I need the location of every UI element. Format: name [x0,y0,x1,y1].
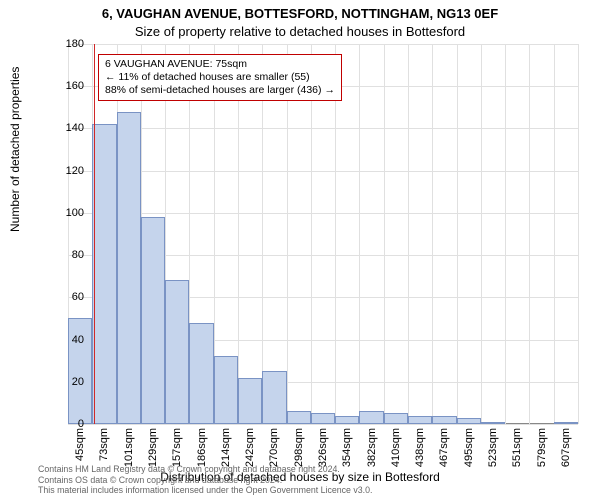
histogram-bar [214,356,238,424]
annotation-callout: 6 VAUGHAN AVENUE: 75sqm ← 11% of detache… [98,54,342,101]
gridline-v [481,44,482,424]
y-tick-label: 60 [54,291,84,303]
annotation-line-1: 6 VAUGHAN AVENUE: 75sqm [105,58,335,71]
caption-line-2: Contains OS data © Crown copyright and d… [38,475,372,486]
chart-title-address: 6, VAUGHAN AVENUE, BOTTESFORD, NOTTINGHA… [0,6,600,21]
histogram-bar [432,416,456,424]
gridline-h [68,424,578,425]
x-tick-label: 270sqm [268,428,280,467]
x-tick-label: 73sqm [98,428,110,461]
x-tick-label: 607sqm [560,428,572,467]
y-axis-label: Number of detached properties [8,67,22,232]
histogram-bar [554,422,578,424]
histogram-bar [359,411,383,424]
x-tick-label: 101sqm [123,428,135,467]
gridline-v [432,44,433,424]
gridline-v [359,44,360,424]
histogram-bar [481,422,505,424]
caption-block: Contains HM Land Registry data © Crown c… [38,464,372,496]
histogram-bar [262,371,286,424]
y-tick-label: 80 [54,249,84,261]
gridline-h [68,213,578,214]
histogram-bar [165,280,189,424]
x-tick-label: 326sqm [317,428,329,467]
histogram-bar [238,378,262,424]
histogram-bar [384,413,408,424]
x-tick-label: 382sqm [366,428,378,467]
x-tick-label: 298sqm [293,428,305,467]
histogram-bar [408,416,432,424]
annotation-line-3: 88% of semi-detached houses are larger (… [105,84,335,97]
gridline-v [529,44,530,424]
gridline-v [505,44,506,424]
y-tick-label: 100 [54,207,84,219]
gridline-h [68,171,578,172]
x-tick-label: 579sqm [536,428,548,467]
x-tick-label: 45sqm [74,428,86,461]
x-tick-label: 242sqm [244,428,256,467]
gridline-h [68,128,578,129]
gridline-v [578,44,579,424]
histogram-bar [189,323,213,424]
x-tick-label: 495sqm [463,428,475,467]
x-tick-label: 157sqm [171,428,183,467]
property-marker-line [94,44,95,424]
annotation-line-2: ← 11% of detached houses are smaller (55… [105,71,335,84]
gridline-v [384,44,385,424]
x-tick-label: 523sqm [487,428,499,467]
x-tick-label: 410sqm [390,428,402,467]
gridline-v [554,44,555,424]
gridline-h [68,44,578,45]
y-tick-label: 160 [54,80,84,92]
x-tick-label: 186sqm [196,428,208,467]
x-tick-label: 467sqm [438,428,450,467]
y-tick-label: 140 [54,122,84,134]
x-tick-label: 551sqm [511,428,523,467]
y-tick-label: 20 [54,376,84,388]
histogram-bar [117,112,141,424]
x-tick-label: 438sqm [414,428,426,467]
chart-title-subtitle: Size of property relative to detached ho… [0,24,600,39]
caption-line-3: This material includes information licen… [38,485,372,496]
histogram-bar [141,217,165,424]
y-tick-label: 180 [54,38,84,50]
histogram-bar [92,124,116,424]
histogram-bar [335,416,359,424]
y-tick-label: 120 [54,165,84,177]
x-tick-label: 354sqm [341,428,353,467]
x-tick-label: 214sqm [220,428,232,467]
y-tick-label: 40 [54,334,84,346]
histogram-bar [287,411,311,424]
histogram-bar [457,418,481,424]
gridline-v [457,44,458,424]
histogram-bar [311,413,335,424]
x-tick-label: 129sqm [147,428,159,467]
gridline-v [408,44,409,424]
